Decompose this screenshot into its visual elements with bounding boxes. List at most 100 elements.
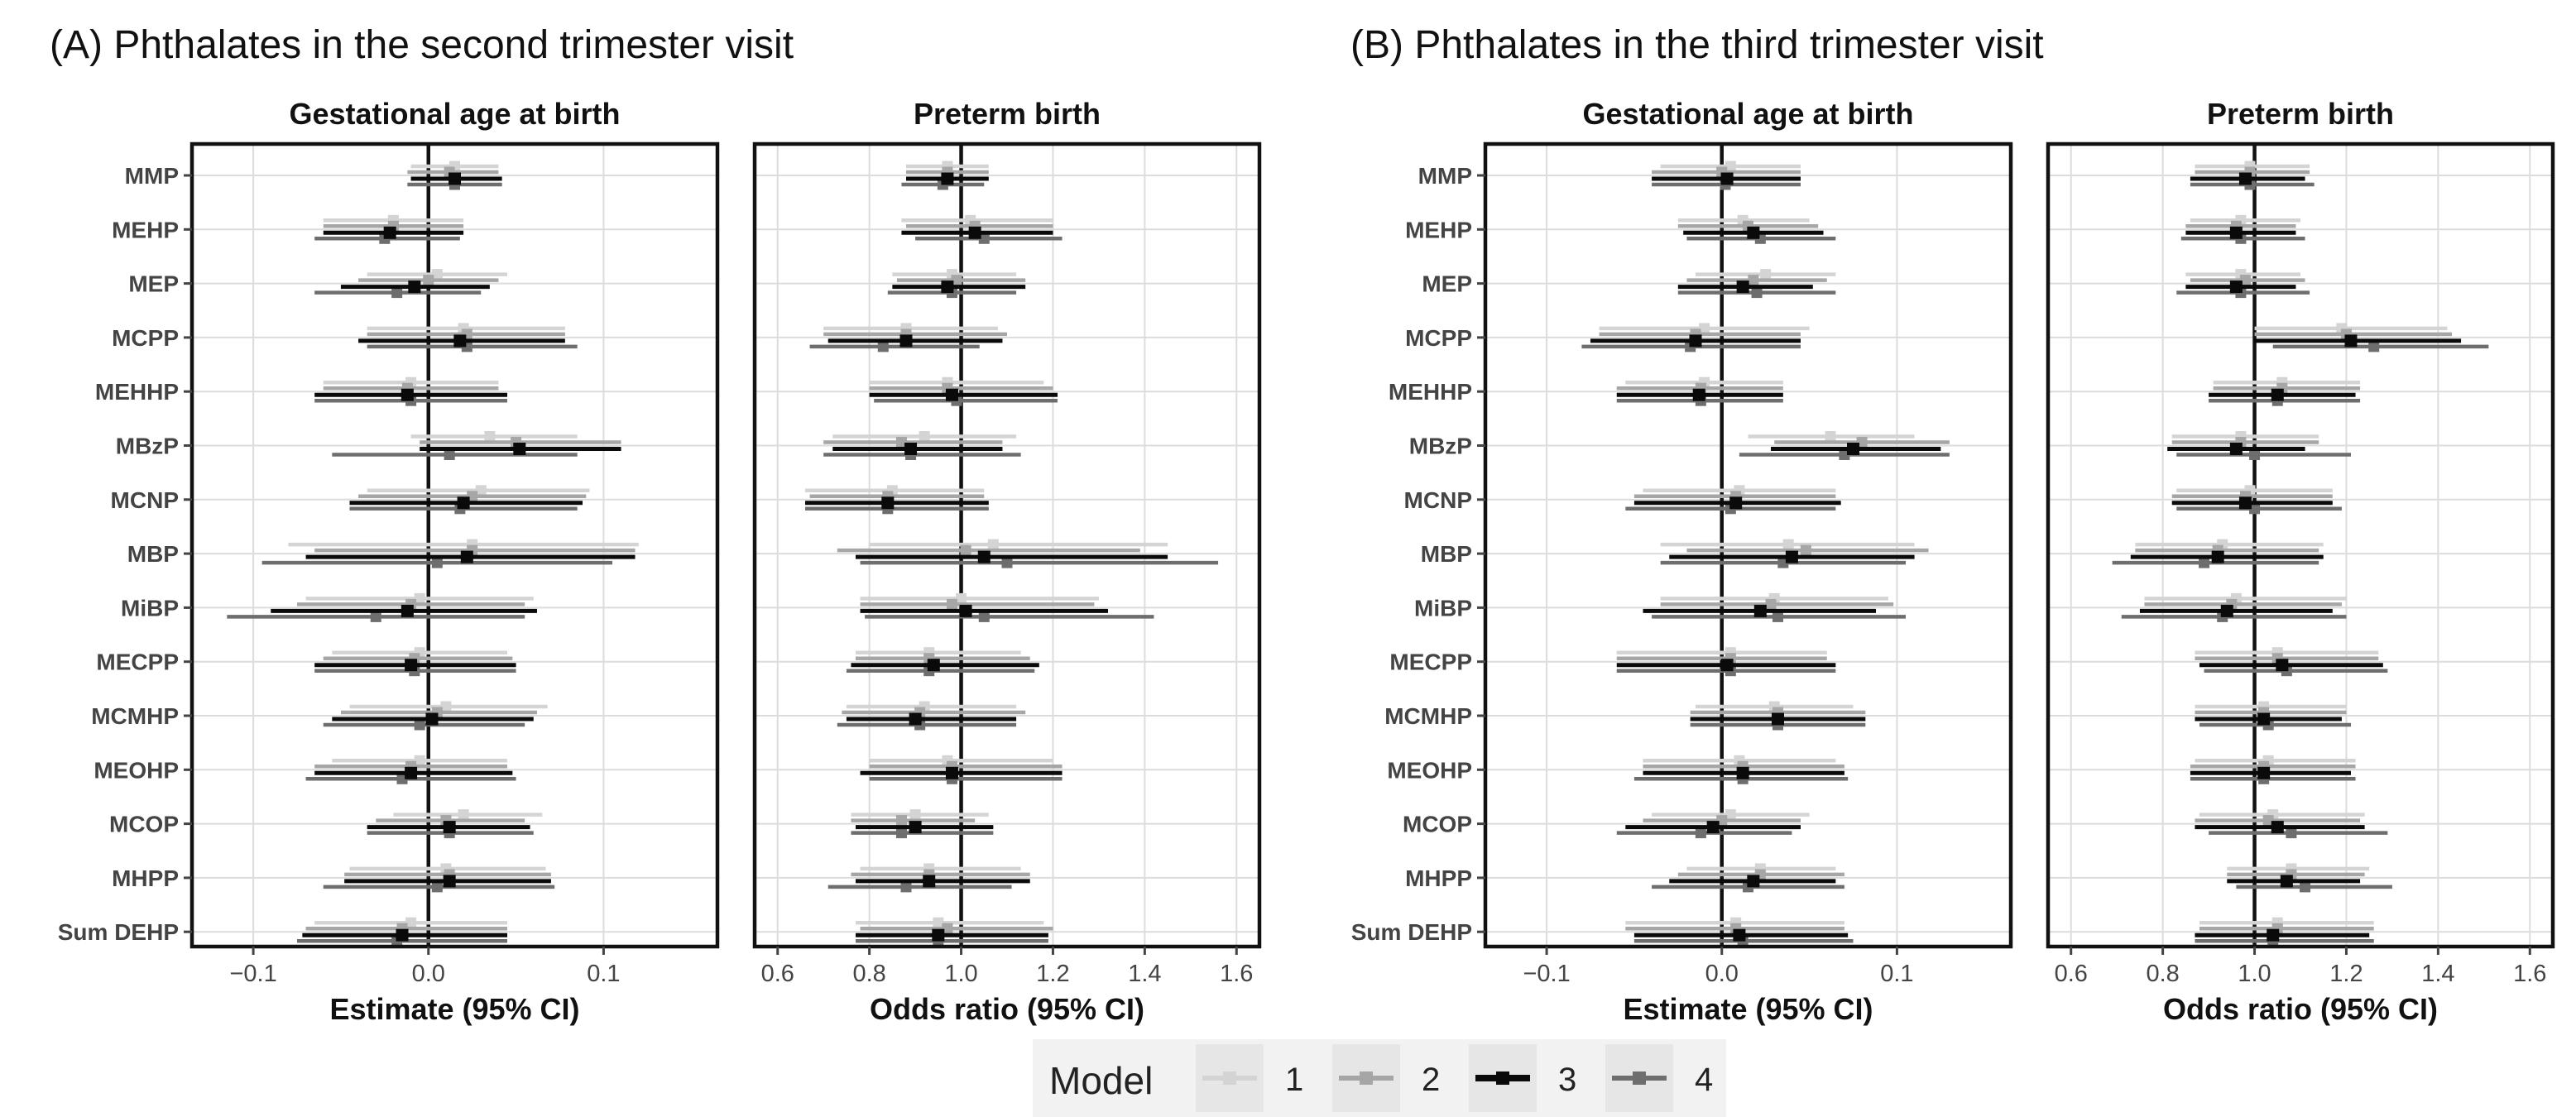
estimate-point-model-1 <box>919 431 930 442</box>
category-label: MEHP <box>1405 217 1472 242</box>
estimate-point-model-3 <box>449 172 461 185</box>
estimate-point-model-3 <box>927 659 940 672</box>
category-label: MECPP <box>1389 650 1472 675</box>
estimate-point-model-3 <box>408 280 421 294</box>
estimate-point-model-1 <box>933 917 944 928</box>
estimate-point-model-1 <box>484 431 496 442</box>
category-label: MMP <box>1418 163 1472 189</box>
estimate-point-model-2 <box>942 923 953 934</box>
estimate-point-model-3 <box>1753 604 1767 617</box>
x-tick-label: 0.6 <box>761 961 794 987</box>
estimate-point-model-4 <box>2368 341 2380 352</box>
category-label: MMP <box>125 163 179 189</box>
category-label: MBP <box>127 541 179 567</box>
subplot-title: Gestational age at birth <box>289 97 620 131</box>
estimate-point-model-3 <box>2220 604 2233 617</box>
x-tick-label: 0.8 <box>852 961 885 987</box>
estimate-point-model-4 <box>877 341 889 352</box>
estimate-point-model-2 <box>423 275 434 286</box>
plot-area: Gestational age at birth −0.1 0.0 0.1 Estima… <box>58 97 2555 1026</box>
estimate-point-model-4 <box>444 449 455 460</box>
estimate-point-model-2 <box>1800 544 1811 556</box>
category-label: MCNP <box>111 487 179 513</box>
estimate-point-model-1 <box>1725 809 1736 821</box>
estimate-point-model-3 <box>2238 172 2252 185</box>
estimate-point-model-1 <box>1825 431 1836 442</box>
estimate-point-model-3 <box>909 712 922 726</box>
estimate-point-model-3 <box>945 766 958 779</box>
legend-key-point-3 <box>1496 1071 1509 1085</box>
estimate-point-model-4 <box>431 557 443 568</box>
estimate-point-model-3 <box>881 496 895 510</box>
category-label: MCOP <box>1403 812 1472 837</box>
category-label: MEP <box>1422 271 1472 297</box>
category-label: MCNP <box>1404 487 1472 513</box>
estimate-point-model-3 <box>932 928 945 942</box>
legend-key-point-4 <box>1633 1071 1646 1085</box>
estimate-point-model-3 <box>1847 443 1859 455</box>
estimate-point-model-4 <box>900 881 912 893</box>
estimate-point-model-3 <box>968 226 981 239</box>
subplot-title: Gestational age at birth <box>1582 97 1913 131</box>
category-label: MCMHP <box>1384 703 1472 729</box>
estimate-point-model-3 <box>2229 443 2243 455</box>
estimate-point-model-2 <box>951 275 962 286</box>
estimate-point-model-4 <box>391 287 403 299</box>
estimate-point-model-1 <box>414 592 425 604</box>
category-label: MiBP <box>1414 595 1472 621</box>
estimate-point-model-1 <box>405 917 417 928</box>
estimate-point-model-3 <box>2229 226 2243 239</box>
estimate-point-model-4 <box>1001 557 1013 568</box>
x-tick-label: 1.4 <box>1128 961 1161 987</box>
estimate-point-model-4 <box>1772 611 1783 622</box>
estimate-point-model-3 <box>941 280 954 294</box>
estimate-point-model-4 <box>2199 557 2210 568</box>
x-tick-label: 1.0 <box>2238 961 2271 987</box>
estimate-point-model-3 <box>1692 388 1705 401</box>
category-label: MBzP <box>116 434 179 459</box>
estimate-point-model-3 <box>2271 821 2284 834</box>
x-axis-label: Odds ratio (95% CI) <box>870 992 1144 1026</box>
estimate-point-model-3 <box>2257 712 2271 726</box>
estimate-point-model-3 <box>904 443 918 455</box>
estimate-point-model-3 <box>2276 659 2289 672</box>
estimate-point-model-1 <box>909 809 921 821</box>
estimate-point-model-3 <box>457 496 470 510</box>
x-tick-label: 0.0 <box>1705 961 1739 987</box>
estimate-point-model-3 <box>405 659 418 672</box>
estimate-point-model-3 <box>909 821 922 834</box>
estimate-point-model-3 <box>443 875 456 888</box>
subplot-title: Preterm birth <box>2207 97 2394 131</box>
estimate-point-model-3 <box>1733 928 1746 942</box>
x-axis-label: Estimate (95% CI) <box>329 992 579 1026</box>
legend-label-1: 1 <box>1285 1062 1303 1098</box>
category-label: MCOP <box>109 812 179 837</box>
category-label: MBP <box>1421 541 1472 567</box>
estimate-point-model-3 <box>2257 766 2271 779</box>
panel-a-subplot-2: Preterm birth 0.6 0.8 1.0 1.2 1.4 1.6 Odds rati… <box>752 97 1262 1026</box>
estimate-point-model-3 <box>945 388 958 401</box>
estimate-point-model-3 <box>1729 496 1743 510</box>
estimate-point-model-1 <box>458 809 469 821</box>
estimate-point-model-1 <box>1760 269 1772 280</box>
estimate-point-model-3 <box>941 172 954 185</box>
x-tick-label: 0.6 <box>2055 961 2088 987</box>
estimate-point-model-3 <box>513 443 526 455</box>
estimate-point-model-3 <box>401 388 414 401</box>
subplot-title: Preterm birth <box>914 97 1101 131</box>
estimate-point-model-3 <box>2238 496 2252 510</box>
plot-frame <box>752 141 1262 949</box>
x-tick-label: 1.4 <box>2421 961 2454 987</box>
category-label: Sum DEHP <box>1351 919 1472 945</box>
estimate-point-model-4 <box>431 881 443 893</box>
category-label: MEHHP <box>95 379 179 405</box>
estimate-point-model-4 <box>978 611 990 622</box>
category-label: MECPP <box>96 650 179 675</box>
x-tick-label: −0.1 <box>1523 961 1570 987</box>
estimate-point-model-4 <box>2286 827 2297 839</box>
category-label: MEOHP <box>1387 757 1472 783</box>
estimate-point-model-3 <box>1706 821 1720 834</box>
estimate-point-model-1 <box>414 755 425 766</box>
estimate-point-model-1 <box>475 485 487 496</box>
estimate-point-model-2 <box>960 544 971 556</box>
